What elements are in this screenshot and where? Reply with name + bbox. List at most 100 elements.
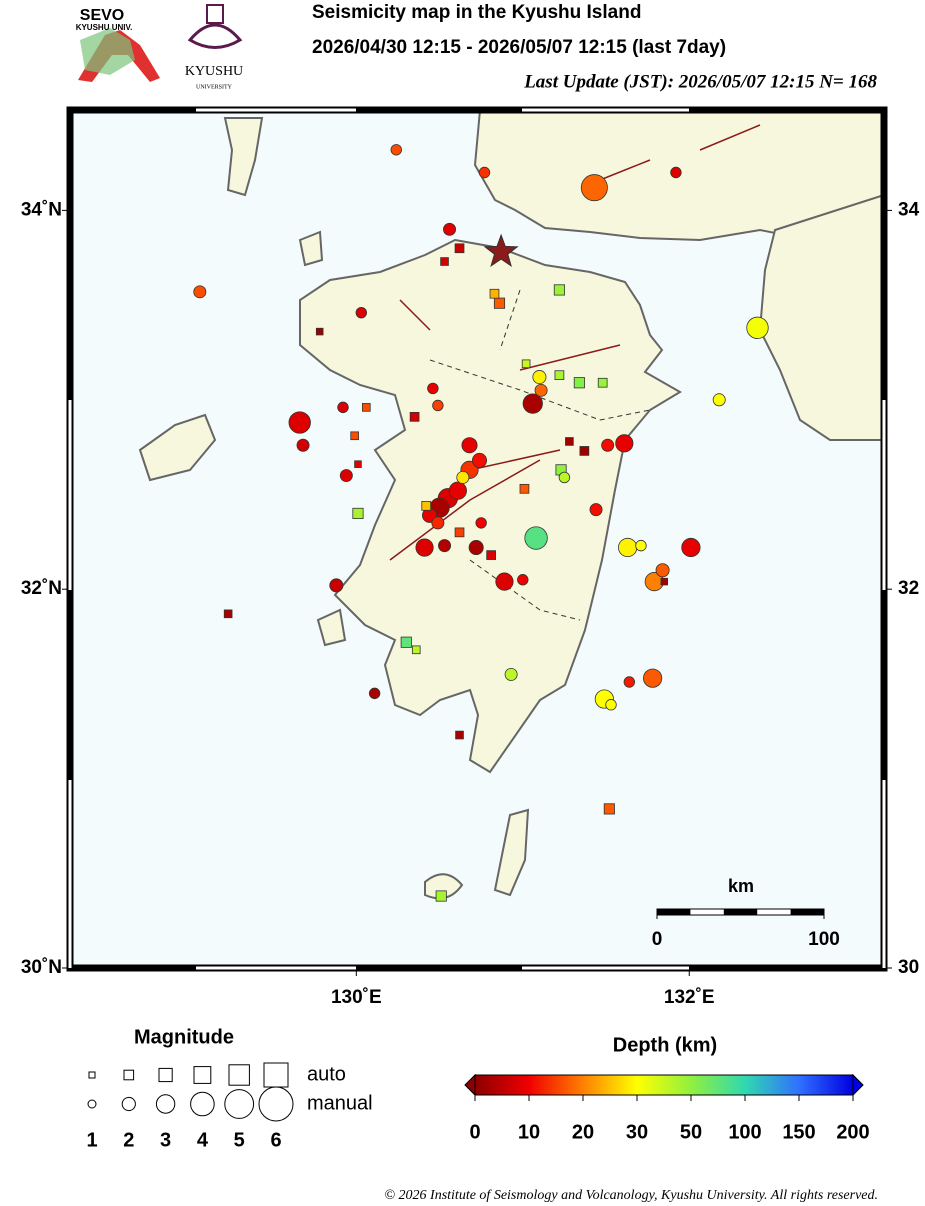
fault (519, 344, 621, 371)
goto (138, 413, 217, 482)
colorbar-tick-label: 20 (572, 1121, 594, 1143)
lat-tick-label: 30˚N (21, 957, 62, 978)
earthquake-manual (337, 401, 349, 414)
earthquake-manual (432, 399, 444, 412)
lon-tick-label: 132˚E (664, 987, 715, 1008)
earthquake-manual (468, 540, 484, 556)
fault (699, 124, 761, 151)
fault (599, 159, 651, 181)
earthquake-auto (352, 507, 364, 519)
border (499, 289, 521, 351)
earthquake-auto (521, 359, 531, 369)
earthquake-auto (519, 483, 530, 494)
earthquake-auto (573, 377, 585, 389)
colorbar (474, 1074, 854, 1096)
earthquake-manual (534, 383, 548, 397)
earthquake-manual (623, 676, 636, 688)
legend-magnitude: 1 (86, 1129, 97, 1151)
earthquake-manual (532, 370, 547, 385)
earthquake-manual (427, 382, 439, 395)
earthquake-manual (615, 434, 634, 453)
earthquake-manual (618, 537, 638, 558)
earthquake-auto (435, 890, 447, 902)
border (469, 559, 581, 621)
legend-circle (224, 1089, 255, 1119)
sevo-logo: SEVO KYUSHU UNIV. (76, 7, 160, 82)
logo-text: UNIVERSITY (196, 84, 233, 90)
last-update: Last Update (JST): 2026/05/07 12:15 N= 1… (523, 71, 877, 92)
lat-tick-label: 32˚N (21, 578, 62, 599)
fault (389, 459, 541, 561)
title: Seismicity map in the Kyushu Island (312, 2, 641, 23)
tsushima (223, 117, 264, 197)
earthquake-auto (554, 370, 565, 381)
earthquake-manual (415, 538, 434, 557)
earthquake-manual (438, 539, 452, 553)
colorbar-tick-label: 10 (518, 1121, 540, 1143)
logo-text: SEVO (80, 7, 124, 24)
lon-tick-label: 130˚E (331, 987, 382, 1008)
earthquake-manual (296, 438, 310, 452)
earthquake-manual (580, 174, 608, 202)
legend-magnitude: 3 (160, 1129, 171, 1151)
borders (429, 289, 651, 621)
scale-tick-label: 0 (652, 929, 663, 950)
earthquake-manual (746, 316, 769, 339)
legend-square (228, 1064, 250, 1086)
land (138, 109, 885, 900)
legend-magnitude: 4 (197, 1129, 209, 1151)
period: 2026/04/30 12:15 - 2026/05/07 12:15 (las… (312, 37, 726, 58)
earthquake-manual (471, 452, 488, 468)
legend-square (193, 1066, 212, 1084)
scale-bar-segment (657, 909, 691, 915)
colorbar-tick-label: 150 (782, 1121, 815, 1143)
legend-magnitude: 2 (123, 1129, 134, 1151)
fault (399, 299, 431, 331)
legend-square (88, 1071, 96, 1079)
legend-circle (87, 1099, 97, 1109)
earthquake-auto (362, 403, 371, 412)
earthquake-manual (461, 437, 478, 454)
earthquake-manual (558, 471, 571, 484)
earthquake-manual (390, 144, 402, 156)
legend-circle (258, 1086, 294, 1122)
earthquake-auto (565, 437, 574, 446)
earthquake-auto (493, 297, 506, 309)
colorbar-tick-label: 0 (469, 1121, 480, 1143)
frame-ticks (68, 108, 886, 970)
earthquake-manual (605, 699, 617, 711)
copyright: © 2026 Institute of Seismology and Volca… (384, 1188, 878, 1203)
logo-shape (206, 4, 224, 24)
scale-unit: km (728, 876, 754, 896)
earthquake-manual (589, 503, 603, 517)
earthquake-auto (400, 636, 412, 648)
map (66, 106, 888, 972)
earthquake-manual (522, 393, 543, 414)
colorbar-end (464, 1073, 476, 1097)
legend-magnitude: 6 (270, 1129, 281, 1151)
kyushu (299, 238, 682, 774)
earthquake-manual (339, 469, 353, 483)
earthquake-auto (486, 550, 496, 560)
earthquake-auto (421, 501, 432, 511)
earthquake-auto (660, 577, 669, 586)
colorbar-tick-label: 30 (626, 1121, 648, 1143)
legend-manual: manual (307, 1092, 373, 1114)
earthquake-auto (553, 284, 565, 296)
legend-circle (190, 1091, 215, 1117)
earthquake-auto (223, 609, 233, 619)
earthquake-manual (601, 438, 615, 452)
lat-tick-label: 30 (898, 957, 919, 978)
colorbar-tick-label: 100 (728, 1121, 761, 1143)
earthquake-auto (411, 645, 421, 655)
scale-bar-segment (790, 909, 824, 915)
logo-text: KYUSHU UNIV. (76, 23, 133, 32)
colorbar-end (852, 1073, 864, 1097)
earthquake-auto (489, 288, 500, 299)
earthquake-manual (329, 578, 344, 593)
earthquake-auto (454, 527, 465, 538)
earthquake-auto (440, 257, 449, 266)
legend-circle (155, 1094, 176, 1114)
legend-square (158, 1067, 173, 1083)
